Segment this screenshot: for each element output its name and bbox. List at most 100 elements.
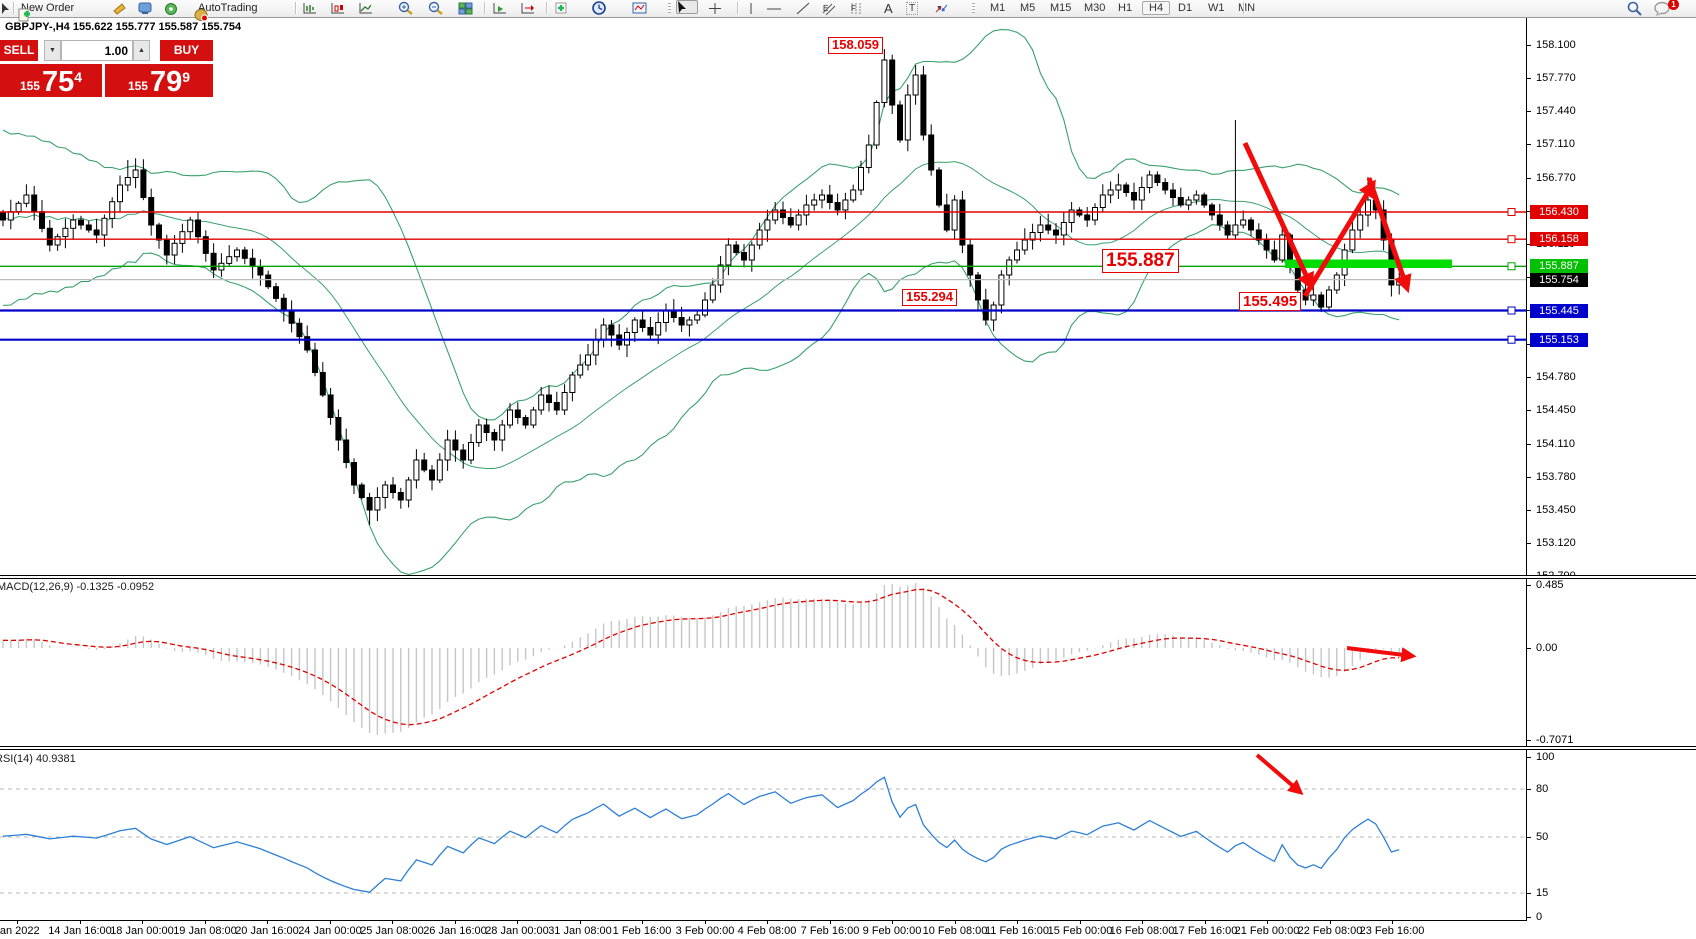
price-level-badge: 155.445 [1530, 304, 1588, 318]
price-tick: 154.450 [1536, 404, 1576, 416]
price-tick: 153.780 [1536, 471, 1576, 483]
time-axis-label: 28 Jan 00:00 [485, 925, 549, 937]
macd-tick-mark [1527, 740, 1531, 741]
time-axis-label: 4 Feb 08:00 [737, 925, 797, 937]
rsi-tick: 80 [1536, 783, 1549, 795]
time-axis-label: 16 Feb 08:00 [1109, 925, 1175, 937]
panel-separator[interactable] [0, 746, 1696, 750]
price-level-badge: 156.430 [1530, 205, 1588, 219]
sell-button[interactable]: SELL [0, 40, 38, 61]
price-tick-mark [1527, 45, 1531, 46]
time-tick-mark [955, 921, 956, 924]
time-axis-label: 21 Feb 00:00 [1234, 925, 1300, 937]
time-tick-mark [517, 921, 518, 924]
autotrading-label: AutoTrading [198, 2, 258, 14]
autotrading-button[interactable]: AutoTrading [194, 0, 258, 22]
time-tick-mark [1267, 921, 1268, 924]
timeframe-w1[interactable]: W1 [1208, 2, 1225, 14]
time-axis-label: 31 Jan 08:00 [548, 925, 612, 937]
price-tick-mark [1527, 178, 1531, 179]
price-tick-mark [1527, 310, 1531, 311]
chat-badge: 1 [1668, 0, 1679, 10]
timeframe-m1[interactable]: M1 [990, 2, 1006, 14]
price-tick-mark [1527, 543, 1531, 544]
time-tick-mark [1142, 921, 1143, 924]
time-axis-label: 1 Feb 16:00 [612, 925, 672, 937]
price-level-badge: 155.887 [1530, 259, 1588, 273]
price-tick-mark [1527, 78, 1531, 79]
time-tick-mark [17, 921, 18, 924]
time-axis-label: 19 Jan 08:00 [173, 925, 237, 937]
time-tick-mark [80, 921, 81, 924]
macd-tick-mark [1527, 648, 1531, 649]
price-tick-mark [1527, 277, 1531, 278]
time-axis-label: 23 Feb 16:00 [1359, 925, 1425, 937]
rsi-panel[interactable] [0, 750, 1526, 920]
bottom-border [0, 920, 1696, 921]
buy-price-display[interactable]: 155 79 9 [105, 64, 213, 97]
rsi-tick-mark [1527, 917, 1531, 918]
time-tick-mark [580, 921, 581, 924]
time-axis-label: Jan 2022 [0, 925, 40, 937]
rsi-indicator-label: RSI(14) 40.9381 [0, 753, 76, 765]
macd-tick-mark [1527, 585, 1531, 586]
text-icon[interactable]: A [884, 0, 893, 16]
price-tick-mark [1527, 377, 1531, 378]
sell-price-display[interactable]: 155 75 4 [0, 64, 102, 97]
indicators-add-icon[interactable]: ▼ [554, 0, 567, 16]
channel-icon[interactable]: E [822, 0, 836, 16]
templates-icon[interactable]: ▼ [632, 0, 647, 16]
timeframe-h1[interactable]: H1 [1118, 2, 1133, 14]
timeframe-h4[interactable]: H4 [1142, 1, 1171, 15]
timeframe-d1[interactable]: D1 [1178, 2, 1193, 14]
arrows-tool-icon[interactable]: ▼ [934, 0, 948, 16]
cursor-tool-icon[interactable] [676, 0, 698, 14]
time-tick-mark [1330, 921, 1331, 924]
time-tick-mark [642, 921, 643, 924]
macd-tick: 0.485 [1536, 579, 1564, 591]
time-axis-label: 10 Feb 08:00 [922, 925, 988, 937]
price-tick: 153.120 [1536, 537, 1576, 549]
volume-input[interactable] [61, 40, 133, 61]
buy-button[interactable]: BUY [160, 40, 213, 61]
time-axis-label: 7 Feb 16:00 [800, 925, 860, 937]
new-order-button[interactable]: New Order [17, 0, 74, 22]
periods-icon[interactable]: ▼ [592, 0, 606, 16]
volume-decrease-button[interactable]: ▼ [44, 40, 61, 61]
fibonacci-icon[interactable]: F [850, 0, 863, 16]
candlestick-chart[interactable] [0, 17, 1526, 575]
price-tick: 154.780 [1536, 371, 1576, 383]
timeframe-m30[interactable]: M30 [1084, 2, 1106, 14]
symbol-ohlc-header: GBPJPY-,H4 155.622 155.777 155.587 155.7… [5, 21, 242, 33]
time-tick-mark [142, 921, 143, 924]
volume-increase-button[interactable]: ▲ [133, 40, 150, 61]
macd-tick: -0.7071 [1536, 734, 1574, 746]
panel-separator[interactable] [0, 575, 1696, 579]
price-axis[interactable]: 158.100 157.770 157.440 157.110 156.770 156.4… [1526, 17, 1696, 923]
time-tick-mark [1080, 921, 1081, 924]
timeframe-m15[interactable]: M15 [1050, 2, 1072, 14]
time-tick-mark [1017, 921, 1018, 924]
timeframe-m5[interactable]: M5 [1020, 2, 1036, 14]
time-axis-label: 22 Feb 08:00 [1297, 925, 1363, 937]
toolbar: New Order AutoTrading ▼ ▼ ▼ E F A T ▼ M1… [0, 0, 1696, 22]
macd-panel[interactable] [0, 579, 1526, 746]
rsi-tick-mark [1527, 789, 1531, 790]
time-tick-mark [330, 921, 331, 924]
rsi-tick-mark [1527, 757, 1531, 758]
price-level-badge: 155.153 [1530, 333, 1588, 347]
price-tick: 157.440 [1536, 105, 1576, 117]
rsi-tick: 15 [1536, 887, 1549, 899]
time-axis-label: 18 Jan 00:00 [110, 925, 174, 937]
price-level-badge: 156.158 [1530, 232, 1588, 246]
price-tick-mark [1527, 444, 1531, 445]
text-label-icon[interactable]: T [906, 0, 919, 16]
time-tick-mark [830, 921, 831, 924]
timeframe-mn[interactable]: MN [1238, 2, 1256, 14]
time-tick-mark [767, 921, 768, 924]
time-tick-mark [455, 921, 456, 924]
time-axis-label: 25 Jan 08:00 [360, 925, 424, 937]
price-tick: 157.770 [1536, 72, 1576, 84]
time-tick-mark [205, 921, 206, 924]
